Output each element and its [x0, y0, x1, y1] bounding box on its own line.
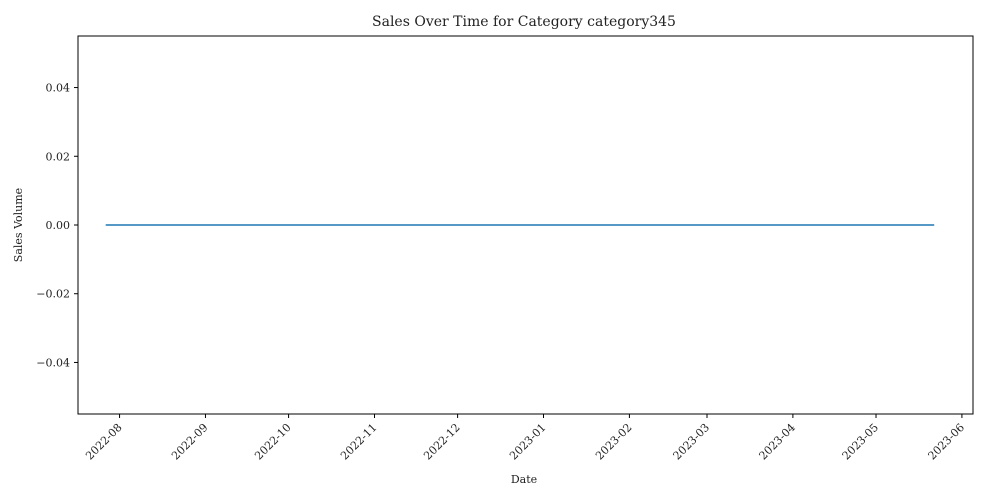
y-axis: 0.04 0.02 0.00 −0.02 −0.04	[36, 82, 78, 369]
x-axis-label: Date	[511, 473, 537, 486]
y-tick-label: −0.02	[36, 288, 70, 301]
x-tick-label: 2022-12	[421, 421, 463, 463]
x-tick-label: 2023-05	[840, 421, 882, 463]
y-tick-label: 0.04	[46, 82, 71, 95]
x-tick-label: 2022-09	[169, 421, 211, 463]
x-tick-label: 2022-11	[338, 421, 380, 463]
y-tick-label: 0.02	[46, 150, 71, 163]
x-axis: 2022-08 2022-09 2022-10 2022-11 2022-12 2023-…	[83, 414, 967, 462]
x-tick-label: 2023-03	[671, 421, 713, 463]
y-tick-label: −0.04	[36, 356, 70, 369]
x-tick-label: 2023-02	[593, 421, 635, 463]
x-tick-label: 2023-04	[756, 421, 798, 463]
x-tick-label: 2022-10	[252, 421, 294, 463]
chart-title: Sales Over Time for Category category345	[372, 14, 676, 30]
y-tick-label: 0.00	[46, 219, 71, 232]
x-tick-label: 2023-01	[507, 421, 549, 463]
x-tick-label: 2022-08	[83, 421, 125, 463]
y-axis-label: Sales Volume	[12, 188, 25, 262]
x-tick-label: 2023-06	[926, 421, 968, 463]
